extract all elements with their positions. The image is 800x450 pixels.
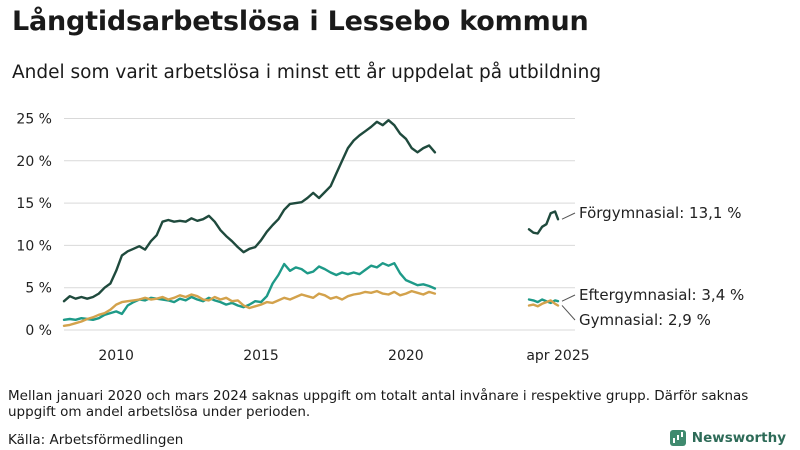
series-line — [62, 119, 560, 303]
x-tick-label: apr 2025 — [526, 348, 589, 364]
x-tick-label: 2015 — [243, 348, 279, 364]
brand-name: Newsworthy — [691, 430, 786, 446]
y-tick-label: 10 % — [16, 238, 52, 254]
y-tick-label: 20 % — [16, 154, 52, 170]
line-chart: Förgymnasial: 13,1 % Eftergymnasial: 3,4 … — [16, 111, 744, 364]
label-leader-line — [561, 305, 576, 321]
series-line — [62, 262, 560, 321]
y-tick-label: 0 % — [25, 323, 52, 339]
series-labels: Förgymnasial: 13,1 % Eftergymnasial: 3,4 … — [561, 204, 744, 329]
chart-subtitle: Andel som varit arbetslösa i minst ett å… — [12, 62, 602, 83]
series-line — [62, 289, 560, 327]
y-tick-label: 25 % — [16, 111, 52, 127]
x-tick-label: 2010 — [98, 348, 134, 364]
label-leader-line — [561, 212, 576, 220]
newsworthy-logo-icon — [669, 430, 686, 446]
axes: 0 % 5 % 10 % 15 % 20 % 25 % 2010 2015 2020 apr 20… — [16, 111, 589, 364]
footnote: Mellan januari 2020 och mars 2024 saknas… — [8, 388, 749, 420]
series-lines — [62, 119, 560, 327]
label-leader-line — [561, 294, 576, 302]
y-tick-label: 15 % — [16, 196, 52, 212]
y-tick-label: 5 % — [25, 281, 52, 297]
series-end-label: Gymnasial: 2,9 % — [579, 311, 711, 329]
series-end-label: Eftergymnasial: 3,4 % — [579, 286, 744, 304]
chart-title: Långtidsarbetslösa i Lessebo kommun — [12, 6, 589, 37]
source-credit: Källa: Arbetsförmedlingen — [8, 432, 184, 448]
x-tick-label: 2020 — [388, 348, 424, 364]
gridlines — [64, 117, 575, 331]
series-end-label: Förgymnasial: 13,1 % — [579, 204, 741, 222]
brand-logo: Newsworthy — [669, 430, 786, 446]
